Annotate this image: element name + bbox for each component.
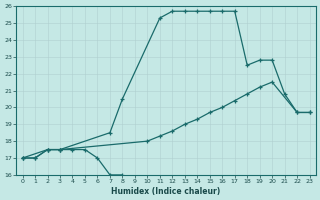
X-axis label: Humidex (Indice chaleur): Humidex (Indice chaleur) [111,187,221,196]
